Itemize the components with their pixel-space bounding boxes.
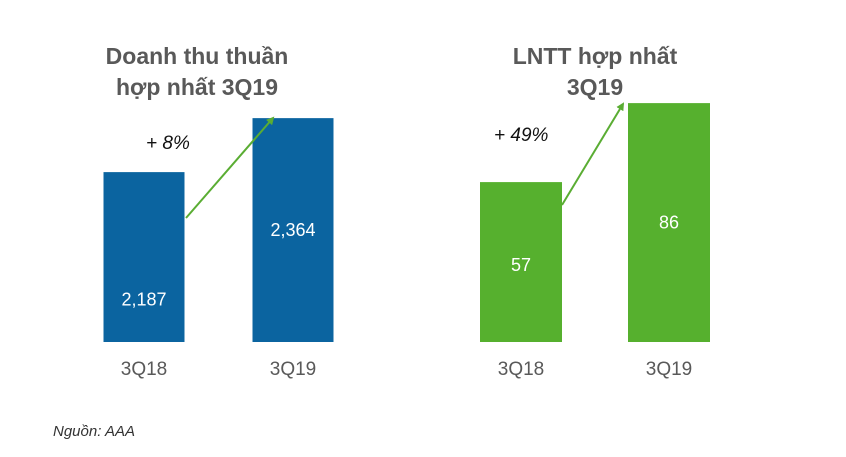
data-label: 2,187 xyxy=(121,290,166,310)
x-tick-label: 3Q19 xyxy=(646,359,692,380)
chart-title: hợp nhất 3Q19 xyxy=(116,74,278,100)
bar-3q19 xyxy=(628,103,710,343)
data-label: 57 xyxy=(511,255,531,275)
growth-arrow xyxy=(561,102,625,206)
x-tick-label: 3Q18 xyxy=(498,359,544,380)
chart-title: 3Q19 xyxy=(567,74,623,100)
source-note: Nguồn: AAA xyxy=(53,423,135,440)
x-tick-label: 3Q18 xyxy=(121,359,167,380)
x-tick-label: 3Q19 xyxy=(270,359,316,380)
data-label: 86 xyxy=(659,213,679,233)
chart-title: LNTT hợp nhất xyxy=(513,43,678,69)
growth-annotation: + 8% xyxy=(146,133,190,154)
bar-3q19 xyxy=(252,118,334,342)
growth-arrow xyxy=(185,116,275,219)
growth-annotation: + 49% xyxy=(494,125,549,146)
chart-title: Doanh thu thuần xyxy=(106,43,289,69)
bar-3q18 xyxy=(103,172,185,342)
data-label: 2,364 xyxy=(270,220,315,240)
bar-3q18 xyxy=(480,182,562,342)
